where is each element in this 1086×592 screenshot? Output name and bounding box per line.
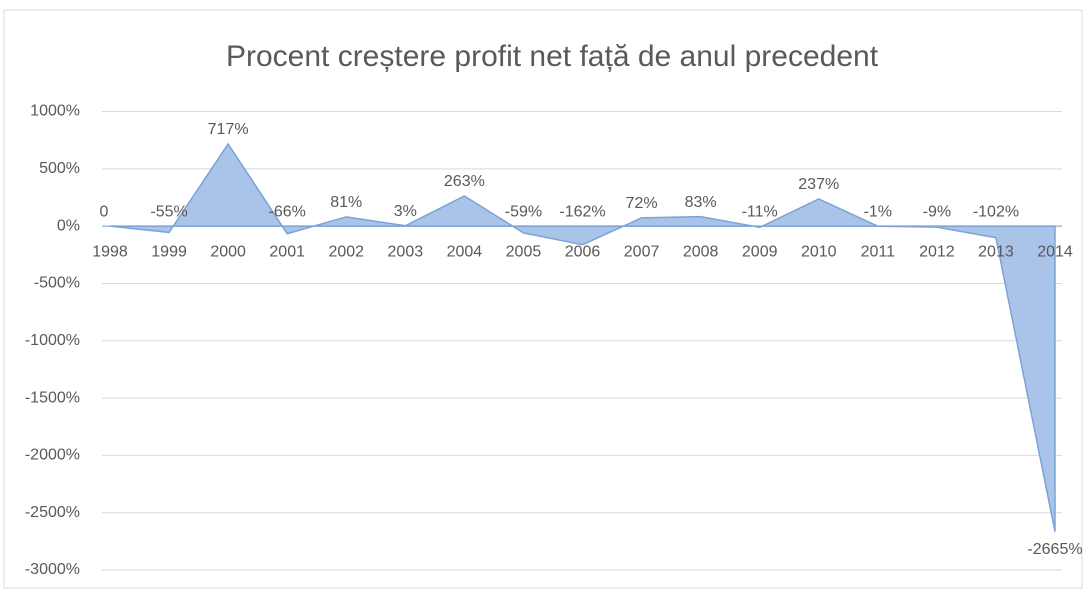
y-tick-label: -3000% xyxy=(25,561,80,578)
x-tick-label: 2000 xyxy=(210,243,246,260)
y-tick-label: 500% xyxy=(39,160,80,177)
area xyxy=(109,142,1056,532)
x-tick-label: 2010 xyxy=(801,243,837,260)
x-tick-label: 2003 xyxy=(388,243,424,260)
x-tick-label: 2013 xyxy=(978,243,1014,260)
data-label: -1% xyxy=(864,203,892,220)
x-tick-label: 2007 xyxy=(624,243,660,260)
y-tick-label: -1500% xyxy=(25,389,80,406)
data-label: -9% xyxy=(923,203,951,220)
x-tick-label: 2004 xyxy=(447,243,483,260)
x-tick-label: 2009 xyxy=(742,243,778,260)
data-label: 237% xyxy=(798,176,839,193)
y-tick-label: -1000% xyxy=(25,332,80,349)
x-tick-label: 1998 xyxy=(92,243,128,260)
y-tick-label: -2000% xyxy=(25,447,80,464)
x-tick-label: 2001 xyxy=(269,243,305,260)
x-tick-label: 2012 xyxy=(919,243,955,260)
data-label: 263% xyxy=(444,173,485,190)
chart-frame xyxy=(3,9,1083,589)
data-label: 81% xyxy=(330,194,362,211)
x-tick-label: 2002 xyxy=(328,243,364,260)
data-label: 0 xyxy=(100,203,109,220)
data-label: 717% xyxy=(208,121,249,138)
chart-title: Procent creștere profit net față de anul… xyxy=(226,40,879,73)
data-label: -66% xyxy=(269,203,306,220)
data-label: 83% xyxy=(685,194,717,211)
data-label: -55% xyxy=(150,203,187,220)
x-tick-label: 2014 xyxy=(1037,243,1073,260)
data-label: -102% xyxy=(973,203,1019,220)
y-tick-label: -2500% xyxy=(25,504,80,521)
y-tick-label: -500% xyxy=(34,275,80,292)
x-tick-label: 2006 xyxy=(565,243,601,260)
data-label: -162% xyxy=(559,203,605,220)
data-label: -11% xyxy=(742,203,778,220)
data-label: -2665% xyxy=(1027,541,1082,558)
data-label: 3% xyxy=(394,203,417,220)
x-tick-label: 2011 xyxy=(861,243,896,260)
x-tick-label: 1999 xyxy=(151,243,187,260)
data-label: 72% xyxy=(626,195,658,212)
data-label: -59% xyxy=(505,203,542,220)
y-tick-label: 0% xyxy=(57,217,80,234)
y-tick-label: 1000% xyxy=(30,103,80,120)
x-tick-label: 2008 xyxy=(683,243,719,260)
x-tick-label: 2005 xyxy=(506,243,542,260)
